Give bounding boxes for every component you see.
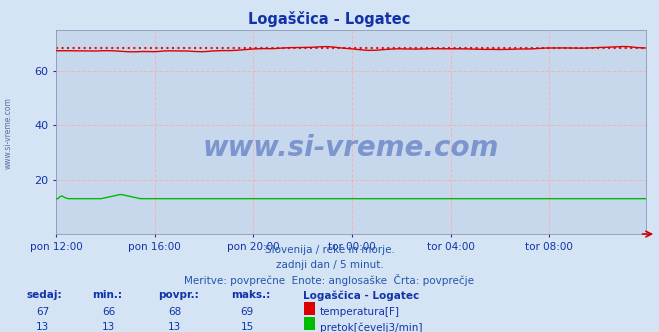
Text: pretok[čevelj3/min]: pretok[čevelj3/min] — [320, 322, 422, 332]
Text: zadnji dan / 5 minut.: zadnji dan / 5 minut. — [275, 260, 384, 270]
Text: sedaj:: sedaj: — [26, 290, 62, 300]
Text: Meritve: povprečne  Enote: anglosaške  Črta: povprečje: Meritve: povprečne Enote: anglosaške Črt… — [185, 274, 474, 286]
Text: temperatura[F]: temperatura[F] — [320, 307, 399, 317]
Text: www.si-vreme.com: www.si-vreme.com — [3, 97, 13, 169]
Text: maks.:: maks.: — [231, 290, 270, 300]
Text: min.:: min.: — [92, 290, 123, 300]
Text: 68: 68 — [168, 307, 181, 317]
Text: Logaščica - Logatec: Logaščica - Logatec — [303, 290, 419, 301]
Text: 15: 15 — [241, 322, 254, 332]
Text: 13: 13 — [102, 322, 115, 332]
Text: Slovenija / reke in morje.: Slovenija / reke in morje. — [264, 245, 395, 255]
Text: 13: 13 — [36, 322, 49, 332]
Text: Logaščica - Logatec: Logaščica - Logatec — [248, 11, 411, 27]
Text: povpr.:: povpr.: — [158, 290, 199, 300]
Text: 69: 69 — [241, 307, 254, 317]
Text: 67: 67 — [36, 307, 49, 317]
Text: www.si-vreme.com: www.si-vreme.com — [203, 134, 499, 162]
Text: 13: 13 — [168, 322, 181, 332]
Text: 66: 66 — [102, 307, 115, 317]
